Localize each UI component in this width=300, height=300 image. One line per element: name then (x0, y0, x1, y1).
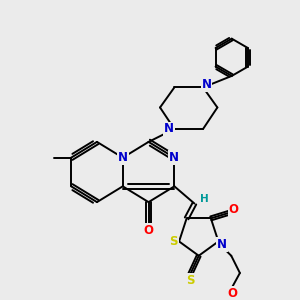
Text: N: N (118, 151, 128, 164)
Text: H: H (200, 194, 209, 204)
Text: S: S (186, 274, 194, 286)
Text: O: O (144, 224, 154, 237)
Text: N: N (217, 238, 227, 251)
Text: N: N (169, 151, 179, 164)
Text: N: N (164, 122, 174, 136)
Text: S: S (169, 235, 178, 248)
Text: O: O (229, 203, 239, 216)
Text: N: N (202, 78, 212, 91)
Text: O: O (228, 286, 238, 300)
